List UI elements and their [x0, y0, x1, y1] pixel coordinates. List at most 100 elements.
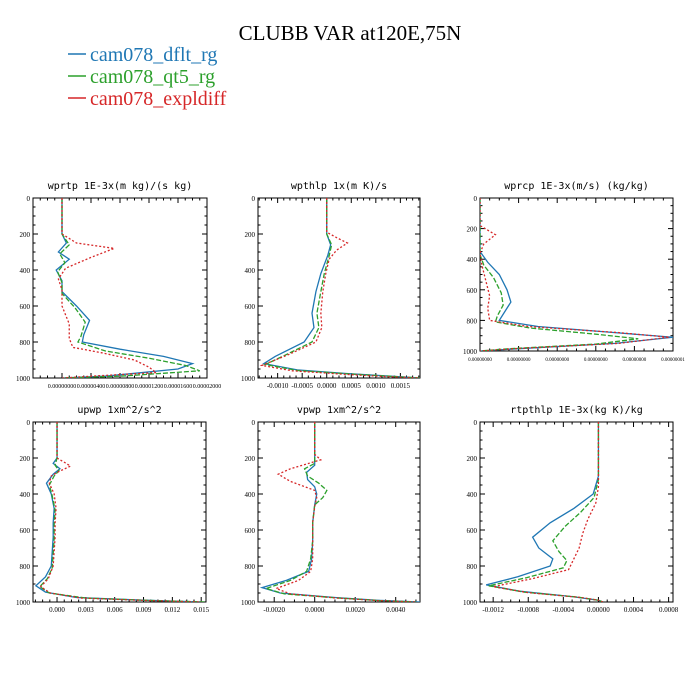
- y-tick-label: 0: [252, 419, 256, 427]
- y-tick-label: 1000: [16, 375, 31, 383]
- panel-title: upwp 1xm^2/s^2: [77, 405, 161, 416]
- x-tick-label: 0.00000000: [545, 358, 569, 363]
- figure-title: CLUBB VAR at120E,75N: [239, 21, 462, 45]
- y-tick-label: 200: [467, 455, 478, 463]
- series-line-2: [56, 198, 200, 378]
- y-tick-label: 800: [20, 339, 31, 347]
- y-tick-label: 0: [252, 195, 256, 203]
- plot-frame: [32, 197, 208, 379]
- x-tick-label: 0.00002000: [193, 384, 222, 390]
- y-tick-label: 400: [245, 267, 256, 275]
- y-tick-label: 600: [467, 287, 478, 295]
- x-tick-label: 0.00000000: [468, 358, 492, 363]
- series-line-3: [480, 198, 670, 351]
- legend-label-dflt: cam078_dflt_rg: [90, 44, 217, 66]
- y-tick-label: 200: [20, 231, 31, 239]
- series-line-1: [259, 422, 420, 602]
- y-tick-label: 1000: [463, 599, 478, 607]
- x-tick-label: 0.00000001: [661, 358, 685, 363]
- panels: wprtp 1E-3x(m kg)/(s kg) 0 200 400 600 800 100…: [16, 181, 685, 614]
- panel-4: upwp 1xm^2/s^2 0 200 400 600 800 1000 0.000 0.00…: [16, 405, 210, 614]
- x-tick-label: 0.00000: [587, 606, 610, 614]
- series-line-3: [493, 422, 604, 602]
- y-tick-label: 1000: [241, 375, 256, 383]
- y-tick-label: 200: [245, 231, 256, 239]
- x-tick-label: 0.0008: [659, 606, 679, 614]
- x-tick-label: 0.0005: [342, 382, 362, 390]
- panel-title: wprtp 1E-3x(m kg)/(s kg): [48, 181, 193, 192]
- plot-frame: [479, 197, 674, 352]
- x-tick-label: 0.00000000: [48, 384, 77, 390]
- y-tick-label: 0: [474, 195, 478, 203]
- y-tick-label: 200: [467, 226, 478, 234]
- x-tick-label: 0.00000800: [106, 384, 135, 390]
- panel-5: vpwp 1xm^2/s^2 0 200 400 600 800 1000 -0.0020 0.…: [241, 405, 421, 614]
- x-tick-label: 0.003: [78, 606, 94, 614]
- y-tick-label: 400: [20, 491, 31, 499]
- y-tick-label: 400: [467, 491, 478, 499]
- x-tick-label: 0.012: [164, 606, 180, 614]
- x-tick-label: 0.00000000: [584, 358, 608, 363]
- y-tick-label: 600: [20, 303, 31, 311]
- panel-2: wpthlp 1x(m K)/s 0 200 400 600 800 1000 -0.0010…: [241, 181, 421, 390]
- x-tick-label: 0.0020: [346, 606, 366, 614]
- x-tick-label: -0.0010: [267, 382, 289, 390]
- panel-1: wprtp 1E-3x(m kg)/(s kg) 0 200 400 600 800 100…: [16, 181, 221, 390]
- x-tick-label: 0.00001600: [164, 384, 193, 390]
- y-tick-label: 800: [245, 563, 256, 571]
- series-line-3: [259, 198, 420, 378]
- legend: cam078_dflt_rg cam078_qt5_rg cam078_expl…: [68, 44, 227, 110]
- panel-title: vpwp 1xm^2/s^2: [297, 405, 381, 416]
- y-tick-label: 400: [20, 267, 31, 275]
- panel-3: wprcp 1E-3x(m/s) (kg/kg) 0 200 400 600 800 100…: [463, 181, 685, 363]
- series-line-1: [485, 422, 604, 602]
- y-tick-label: 600: [20, 527, 31, 535]
- x-tick-label: 0.0015: [391, 382, 411, 390]
- x-tick-label: 0.0000: [305, 606, 325, 614]
- y-tick-label: 600: [467, 527, 478, 535]
- y-tick-label: 800: [467, 317, 478, 325]
- legend-label-qt5: cam078_qt5_rg: [90, 66, 215, 88]
- y-tick-label: 0: [27, 195, 31, 203]
- series-line-2: [263, 198, 420, 378]
- y-tick-label: 200: [20, 455, 31, 463]
- series-line-1: [262, 198, 420, 378]
- x-tick-label: 0.00001200: [135, 384, 164, 390]
- y-tick-label: 800: [467, 563, 478, 571]
- series-line-1: [34, 422, 202, 602]
- x-tick-label: 0.015: [193, 606, 209, 614]
- plot-frame: [257, 421, 421, 603]
- x-tick-label: 0.000: [49, 606, 65, 614]
- x-tick-label: 0.009: [136, 606, 152, 614]
- y-tick-label: 1000: [16, 599, 31, 607]
- legend-label-expldiff: cam078_expldiff: [90, 88, 227, 110]
- x-tick-label: -0.0004: [553, 606, 575, 614]
- x-tick-label: 0.00000000: [623, 358, 647, 363]
- series-line-3: [274, 422, 416, 602]
- series-line-1: [480, 198, 673, 351]
- x-tick-label: 0.0000: [317, 382, 337, 390]
- x-tick-label: -0.0020: [263, 606, 285, 614]
- series-line-2: [480, 198, 639, 351]
- plot-frame: [479, 421, 674, 603]
- series-line-2: [38, 422, 206, 602]
- x-tick-label: 0.00000400: [77, 384, 106, 390]
- y-tick-label: 800: [245, 339, 256, 347]
- y-tick-label: 0: [27, 419, 31, 427]
- plot-frame: [32, 421, 207, 603]
- series-line-3: [39, 422, 202, 602]
- series-line-2: [263, 422, 416, 602]
- x-tick-label: 0.0040: [386, 606, 406, 614]
- y-tick-label: 1000: [241, 599, 256, 607]
- x-tick-label: -0.0005: [291, 382, 313, 390]
- y-tick-label: 800: [20, 563, 31, 571]
- y-tick-label: 400: [467, 256, 478, 264]
- y-tick-label: 0: [474, 419, 478, 427]
- y-tick-label: 200: [245, 455, 256, 463]
- x-tick-label: 0.006: [107, 606, 123, 614]
- y-tick-label: 1000: [463, 348, 478, 356]
- y-tick-label: 600: [245, 527, 256, 535]
- y-tick-label: 400: [245, 491, 256, 499]
- series-line-2: [488, 422, 604, 602]
